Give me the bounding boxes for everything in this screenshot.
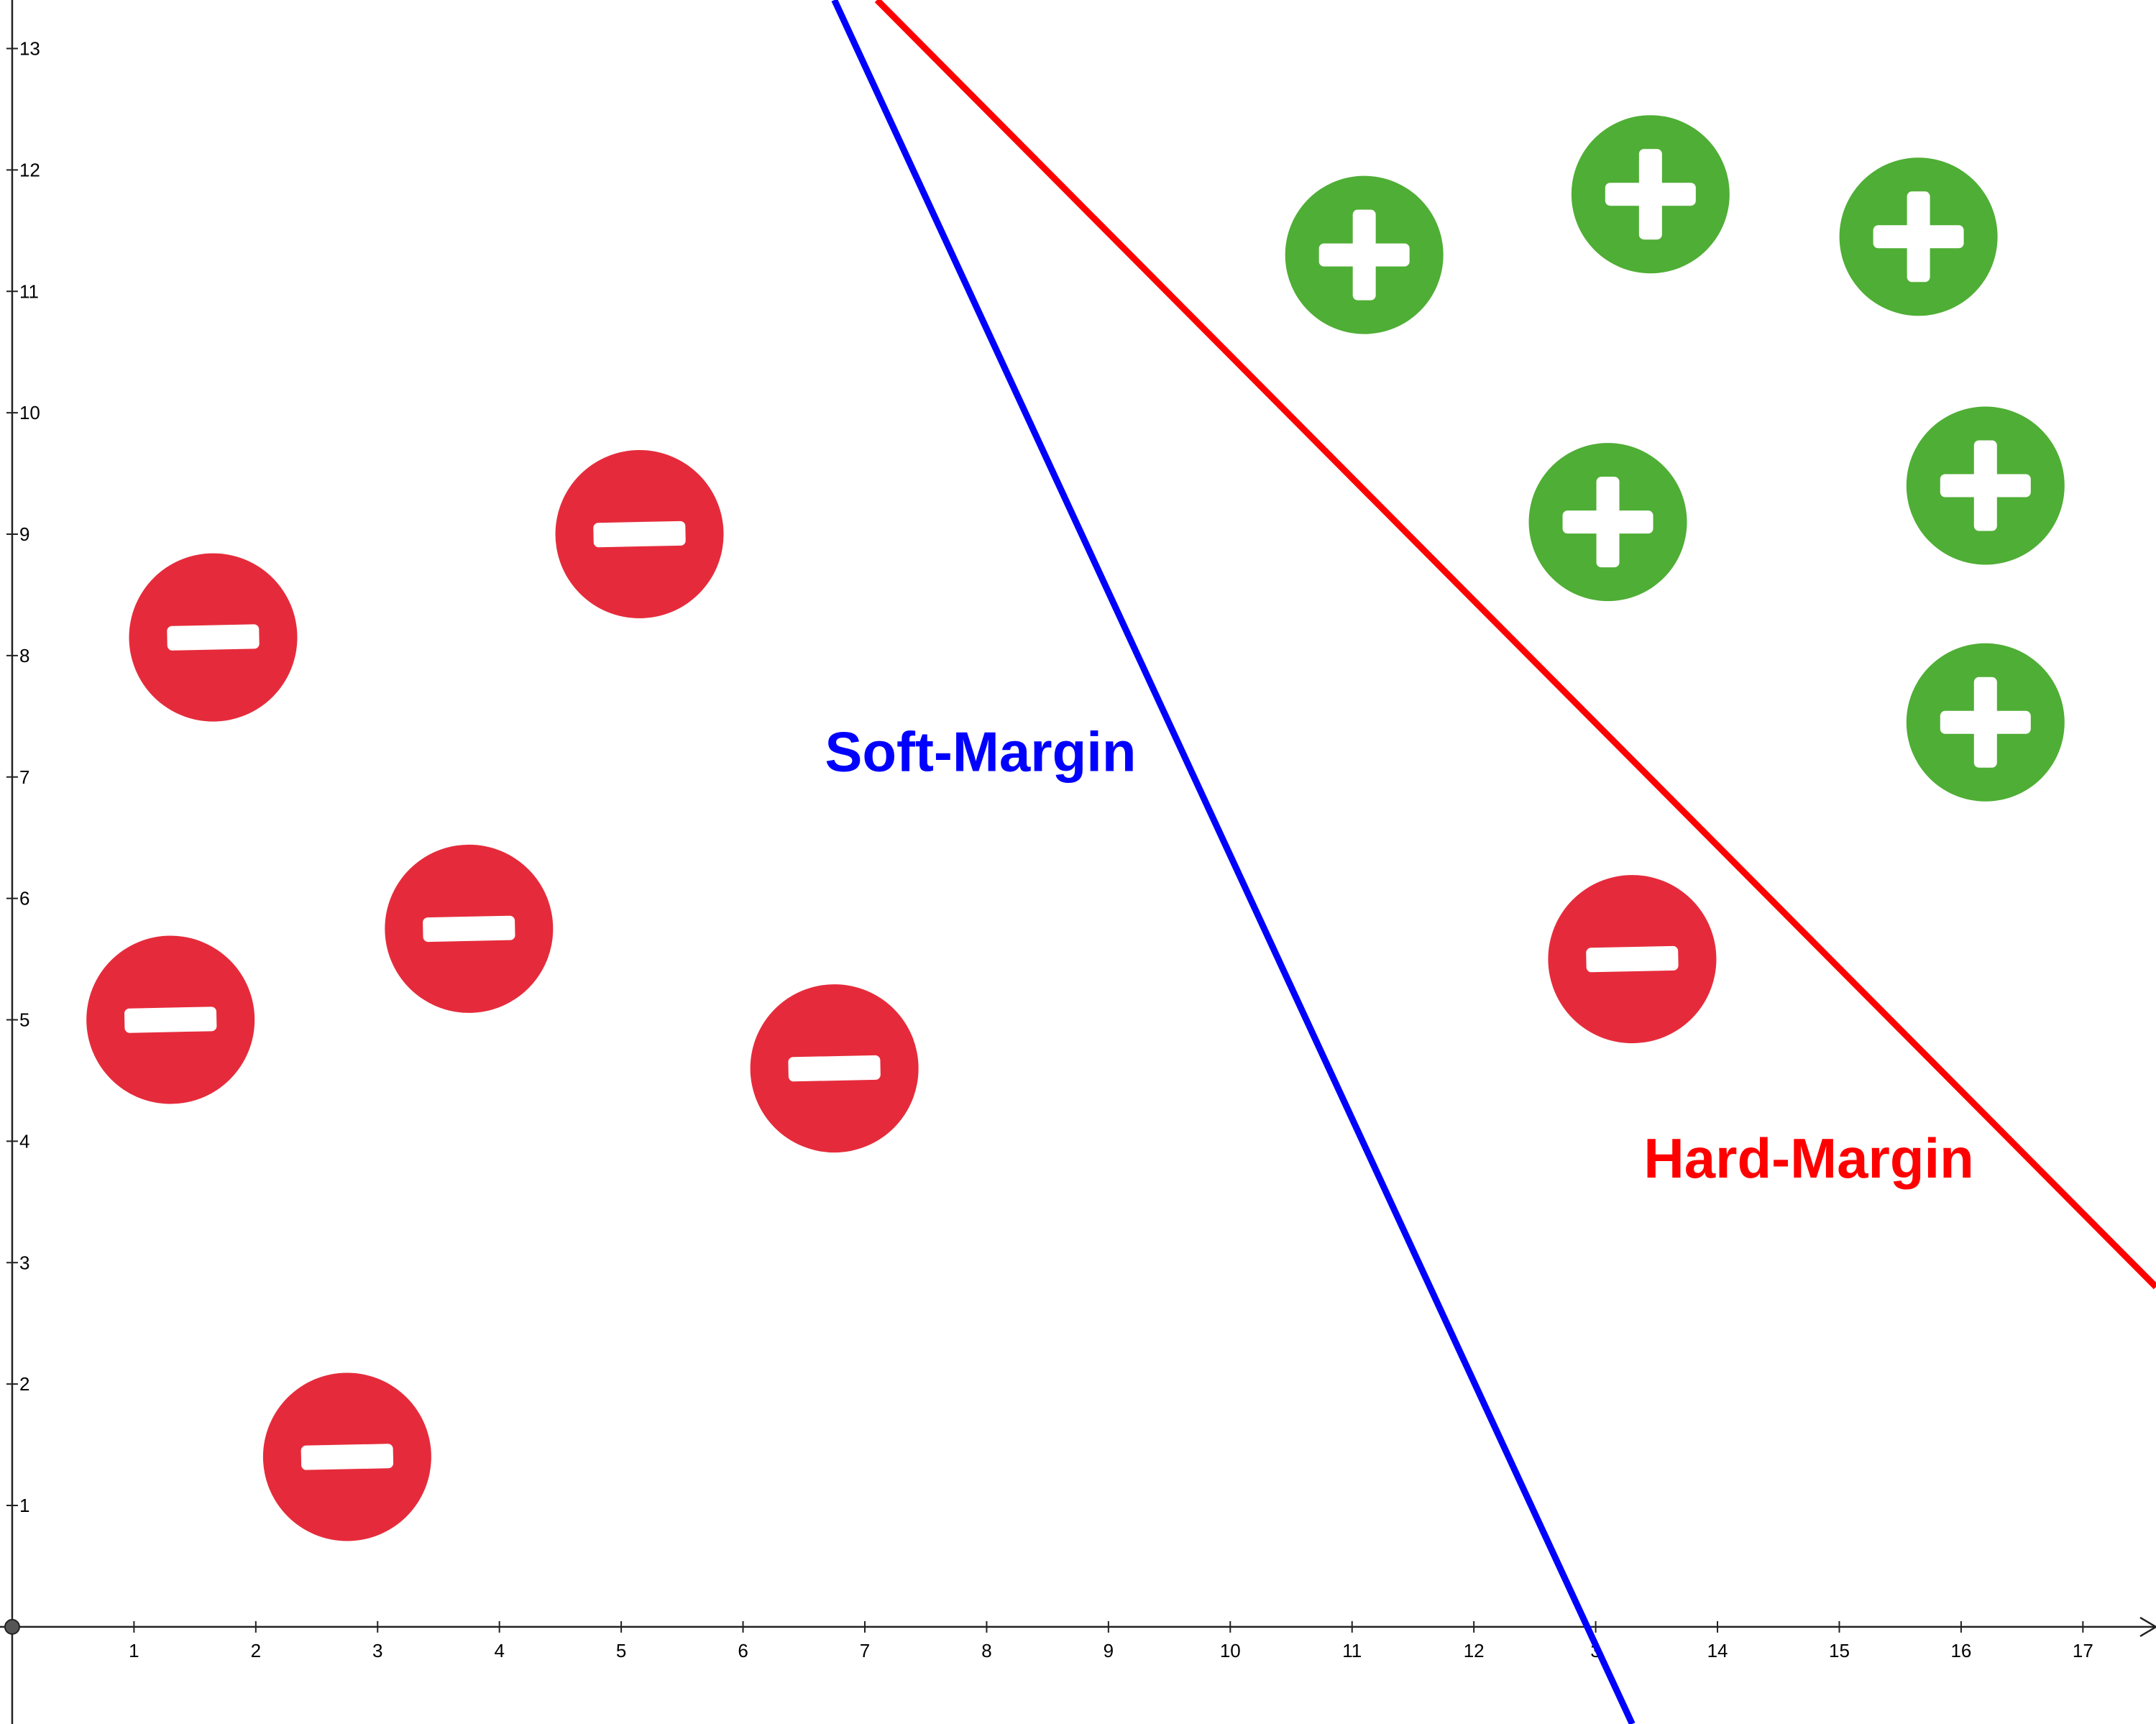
x-tick-label: 4 [494, 1640, 504, 1661]
y-tick-label: 7 [19, 766, 29, 788]
minus-icon [167, 624, 260, 651]
y-tick-label: 3 [19, 1252, 29, 1273]
x-tick-label: 16 [1950, 1640, 1971, 1661]
x-tick-label: 3 [372, 1640, 382, 1661]
x-tick-label: 9 [1104, 1640, 1114, 1661]
x-tick-label: 10 [1220, 1640, 1241, 1661]
plus-icon-bar-v [1973, 440, 1997, 531]
negative-point-4 [385, 844, 554, 1013]
negative-point-2 [555, 450, 724, 619]
x-tick-label: 6 [738, 1640, 748, 1661]
data-points [86, 115, 2065, 1541]
x-tick-label: 15 [1829, 1640, 1850, 1661]
y-tick-label: 1 [19, 1495, 29, 1516]
minus-icon [423, 915, 515, 943]
y-tick-label: 11 [19, 280, 39, 302]
plus-icon-bar-v [1907, 191, 1930, 283]
y-tick-label: 10 [19, 402, 40, 423]
y-tick-label: 4 [19, 1130, 29, 1152]
annotations: Soft-Margin Hard-Margin [825, 720, 1973, 1190]
y-tick-label: 9 [19, 523, 29, 545]
negative-point-3 [86, 935, 255, 1104]
positive-point-5 [1906, 406, 2065, 565]
negative-point-6 [262, 1372, 431, 1541]
margin-lines [831, 0, 2156, 1724]
y-tick-label: 12 [19, 159, 40, 180]
minus-icon [124, 1007, 217, 1033]
positive-point-6 [1906, 643, 2065, 802]
negative-point-5 [750, 984, 919, 1153]
soft-margin-label: Soft-Margin [825, 720, 1136, 783]
positive-point-1 [1285, 175, 1444, 334]
x-tick-label: 5 [616, 1640, 626, 1661]
minus-icon [1586, 945, 1679, 973]
soft-margin-line [831, 0, 1636, 1724]
plus-icon-bar-v [1596, 477, 1620, 568]
hard-margin-line [874, 0, 2156, 1290]
x-axis-arrow [2139, 1616, 2156, 1637]
plus-icon-bar-v [1352, 209, 1376, 301]
positive-point-2 [1571, 115, 1730, 274]
positive-point-4 [1528, 443, 1687, 602]
minus-icon [593, 521, 686, 548]
y-tick-label: 6 [19, 888, 29, 909]
origin-point [4, 1618, 20, 1635]
x-tick-label: 12 [1464, 1640, 1485, 1661]
plus-icon-bar-v [1973, 677, 1997, 768]
x-tick-label: 7 [860, 1640, 870, 1661]
minus-icon [301, 1444, 394, 1470]
y-tick-label: 5 [19, 1009, 29, 1031]
y-tick-label: 13 [19, 38, 40, 60]
x-tick-label: 17 [2073, 1640, 2093, 1661]
negative-point-7 [1548, 875, 1717, 1044]
plus-icon-bar-v [1638, 149, 1662, 240]
x-tick-label: 2 [251, 1640, 261, 1661]
y-tick-label: 8 [19, 645, 29, 666]
minus-icon [788, 1055, 881, 1082]
x-tick-label: 14 [1707, 1640, 1728, 1661]
y-tick-label: 2 [19, 1373, 29, 1395]
hard-margin-label: Hard-Margin [1643, 1127, 1973, 1190]
x-tick-label: 11 [1342, 1640, 1362, 1661]
negative-point-1 [129, 553, 298, 722]
positive-point-3 [1839, 157, 1998, 316]
x-tick-label: 1 [129, 1640, 139, 1661]
x-tick-label: 8 [981, 1640, 991, 1661]
